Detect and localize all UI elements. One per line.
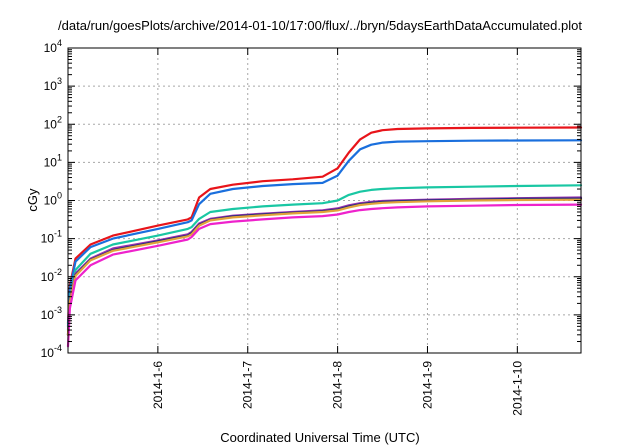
x-tick-label: 2014-1-10: [510, 361, 524, 416]
y-axis-label: cGy: [25, 188, 40, 212]
y-tick-label: 10-4: [41, 343, 62, 360]
series-line-4: [66, 196, 583, 336]
series-line-3: [66, 184, 583, 332]
y-tick-label: 10-2: [41, 267, 62, 284]
series-line-2: [66, 139, 583, 328]
y-tick-label: 10-1: [41, 229, 62, 246]
x-tick-label: 2014-1-9: [420, 361, 434, 409]
series-line-6: [66, 198, 583, 336]
series-group: [66, 126, 583, 348]
y-tick-label: 104: [44, 38, 62, 55]
series-line-7: [66, 203, 583, 348]
series-line-1: [66, 126, 583, 325]
x-axis-label: Coordinated Universal Time (UTC): [220, 430, 419, 445]
x-tick-label: 2014-1-8: [331, 361, 345, 409]
y-tick-label: 102: [44, 114, 62, 131]
x-tick-label: 2014-1-6: [151, 361, 165, 409]
y-tick-label: 10-3: [41, 305, 62, 322]
x-axis: 2014-1-6 2014-1-7 2014-1-8 2014-1-9 2014-1-1…: [151, 48, 524, 416]
y-tick-label: 100: [44, 191, 62, 208]
y-axis: 10-4 10-3 10-2 10-1 100 101 102 103 104: [41, 38, 581, 360]
y-tick-label: 101: [44, 152, 62, 169]
grid: [68, 48, 581, 353]
chart-title: /data/run/goesPlots/archive/2014-01-10/1…: [58, 18, 582, 33]
y-tick-label: 103: [44, 76, 62, 93]
series-line-5: [66, 197, 583, 336]
x-tick-label: 2014-1-7: [241, 361, 255, 409]
